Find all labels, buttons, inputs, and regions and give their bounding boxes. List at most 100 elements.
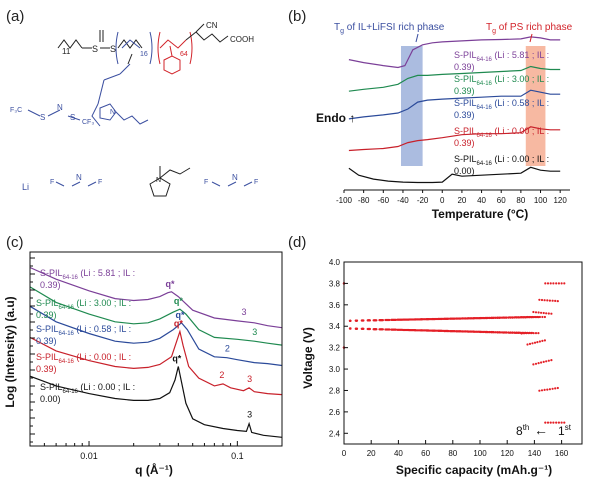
bragg-order-label: 3 (247, 374, 252, 384)
dsc-series-line (348, 166, 561, 184)
charge-point (366, 319, 369, 322)
discharge-point (526, 343, 529, 346)
discharge-point (527, 332, 530, 335)
polymer-backbone (57, 30, 143, 65)
fsi-anion (55, 181, 97, 187)
discharge-point (530, 332, 533, 335)
dsc-x-tick-label: -60 (378, 196, 390, 205)
charge-point (540, 311, 543, 314)
charge-point (528, 315, 532, 319)
peak-q-star-label: q* (175, 310, 184, 320)
discharge-point (494, 331, 498, 334)
discharge-point (510, 331, 514, 334)
polymer-x-count: 11 (62, 47, 71, 56)
charge-point (488, 316, 491, 319)
charge-point (455, 317, 458, 320)
charge-point (496, 316, 499, 319)
fsi-nitrogen: N (76, 173, 82, 182)
discharge-point (464, 330, 467, 333)
dsc-x-axis-label: Temperature (°C) (432, 207, 529, 221)
charge-point (520, 316, 523, 319)
discharge-point (545, 360, 548, 363)
charge-point (534, 311, 538, 314)
discharge-point (490, 331, 494, 334)
charge-point (449, 317, 452, 320)
discharge-point (534, 362, 538, 365)
discharge-point (372, 328, 375, 331)
pyrrolidinium-cation (149, 166, 191, 197)
discharge-point (554, 387, 557, 390)
charge-point (546, 282, 550, 285)
imidazolium-n: N (110, 109, 115, 116)
saxs-series-label-line1: S-PIL64-16 (Li : 0.00 ; IL : (36, 352, 131, 365)
charge-point (443, 317, 446, 320)
charge-point (482, 316, 485, 320)
cycling-x-tick-label: 120 (501, 449, 515, 458)
charge-point (467, 317, 470, 320)
discharge-point (461, 330, 464, 333)
tfsi-cf3-left: F₃C (10, 107, 22, 114)
dsc-series-label-line2: 0.00) (454, 166, 475, 176)
discharge-point (449, 330, 452, 333)
charge-point (464, 317, 467, 320)
dsc-x-tick-label: 120 (553, 196, 567, 205)
charge-point (542, 311, 545, 315)
discharge-point (540, 389, 544, 392)
charge-point (437, 317, 440, 320)
discharge-point (541, 339, 544, 342)
cycle-last-label: 8th (516, 423, 529, 438)
carboxyl-group: COOH (230, 35, 254, 44)
discharge-point (563, 421, 566, 424)
charge-point (536, 315, 539, 319)
chemical-structures-diagram: 11 S S 16 N 64 CN COOH F₃C S N S CF₃ Li (10, 21, 258, 197)
cycling-y-tick-label: 3.2 (329, 344, 341, 353)
discharge-point (533, 341, 537, 344)
charge-point (378, 319, 381, 322)
discharge-point (419, 329, 423, 332)
charge-point (538, 315, 541, 319)
charge-point (408, 318, 411, 321)
fsi2-nitrogen: N (232, 173, 238, 182)
charge-point (348, 319, 351, 322)
charge-point (532, 310, 535, 314)
discharge-point (525, 332, 528, 335)
discharge-point (488, 331, 491, 334)
charge-point (419, 318, 423, 321)
discharge-point (532, 332, 535, 335)
discharge-point (514, 331, 517, 334)
tfsi-sulfonyl-left: S (40, 113, 45, 122)
peak-q-star-label: q* (172, 353, 181, 363)
dsc-series-label-line1: S-PIL64-16 (Li : 0.00 ; IL : (454, 154, 549, 167)
discharge-point (532, 363, 535, 366)
saxs-x-axis-label: q (Å⁻¹) (135, 462, 173, 477)
saxs-series-label-line1: S-PIL64-16 (Li : 0.58 ; IL : (36, 324, 131, 337)
charge-point (479, 316, 482, 320)
saxs-series-line (29, 366, 283, 438)
discharge-point (413, 329, 417, 332)
charge-point (480, 316, 484, 320)
cycling-x-tick-label: 140 (528, 449, 542, 458)
dsc-x-tick-label: 20 (457, 196, 466, 205)
cycling-y-tick-label: 2.6 (329, 408, 341, 417)
panel-d-label: (d) (288, 234, 307, 251)
charge-point (384, 318, 387, 322)
fsi2-fluorine-1: F (204, 179, 208, 186)
discharge-point (538, 340, 541, 343)
charge-point (473, 317, 476, 320)
raft-end-group (185, 23, 229, 43)
discharge-point (390, 328, 393, 331)
charge-point (516, 316, 520, 319)
cycling-x-tick-label: 80 (448, 449, 457, 458)
discharge-point (531, 342, 534, 345)
charge-point (544, 282, 547, 285)
cycling-y-tick-label: 3.4 (329, 322, 341, 331)
discharge-point (366, 327, 369, 331)
pyrrolidinium-n: N (156, 177, 161, 184)
discharge-point (516, 331, 520, 334)
charge-point (545, 312, 548, 315)
fsi2-fluorine-2: F (254, 179, 258, 186)
charge-point (431, 317, 434, 321)
charge-point (531, 315, 534, 319)
peak-q-star-label: q* (174, 296, 183, 306)
tg-il-arrow (415, 33, 419, 43)
